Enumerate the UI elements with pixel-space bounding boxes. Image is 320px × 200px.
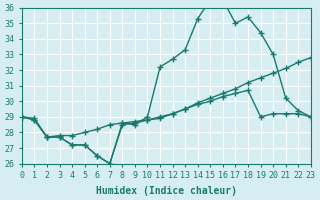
X-axis label: Humidex (Indice chaleur): Humidex (Indice chaleur): [96, 186, 237, 196]
